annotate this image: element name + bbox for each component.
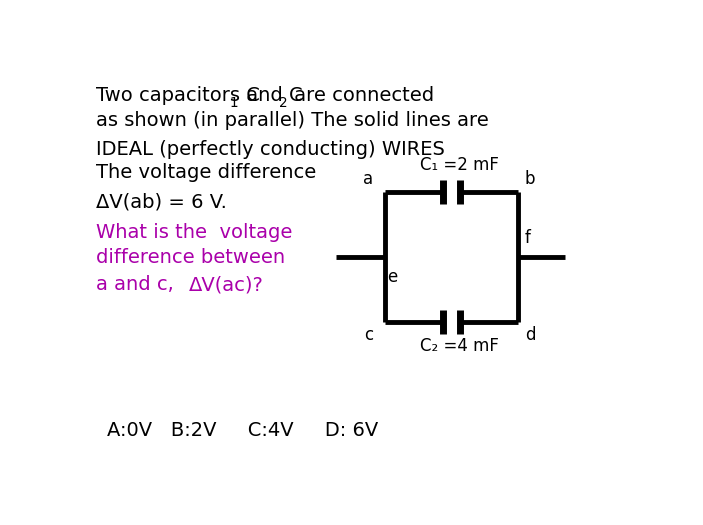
Text: What is the  voltage: What is the voltage [96,223,292,242]
Text: ΔV(ab) = 6 V.: ΔV(ab) = 6 V. [96,193,227,212]
Text: C₂ =4 mF: C₂ =4 mF [420,337,499,355]
Text: C₁ =2 mF: C₁ =2 mF [420,156,499,174]
Text: as shown (in parallel) The solid lines are: as shown (in parallel) The solid lines a… [96,111,489,130]
Text: 1: 1 [229,96,238,110]
Text: Two capacitors C: Two capacitors C [96,86,260,105]
Text: e: e [387,268,398,286]
Text: difference between: difference between [96,248,285,267]
Text: 2: 2 [278,96,288,110]
Text: a and c,: a and c, [96,275,174,294]
Text: c: c [363,326,373,344]
Text: d: d [525,326,535,344]
Text: a: a [363,170,373,187]
Text: are connected: are connected [288,86,434,105]
Text: IDEAL (perfectly conducting) WIRES: IDEAL (perfectly conducting) WIRES [96,140,445,160]
Text: The voltage difference: The voltage difference [96,163,316,183]
Text: and C: and C [240,86,303,105]
Text: f: f [525,228,531,247]
Text: A:0V   B:2V     C:4V     D: 6V: A:0V B:2V C:4V D: 6V [107,422,378,440]
Text: ΔV(ac)?: ΔV(ac)? [188,275,264,294]
Text: b: b [525,170,535,187]
